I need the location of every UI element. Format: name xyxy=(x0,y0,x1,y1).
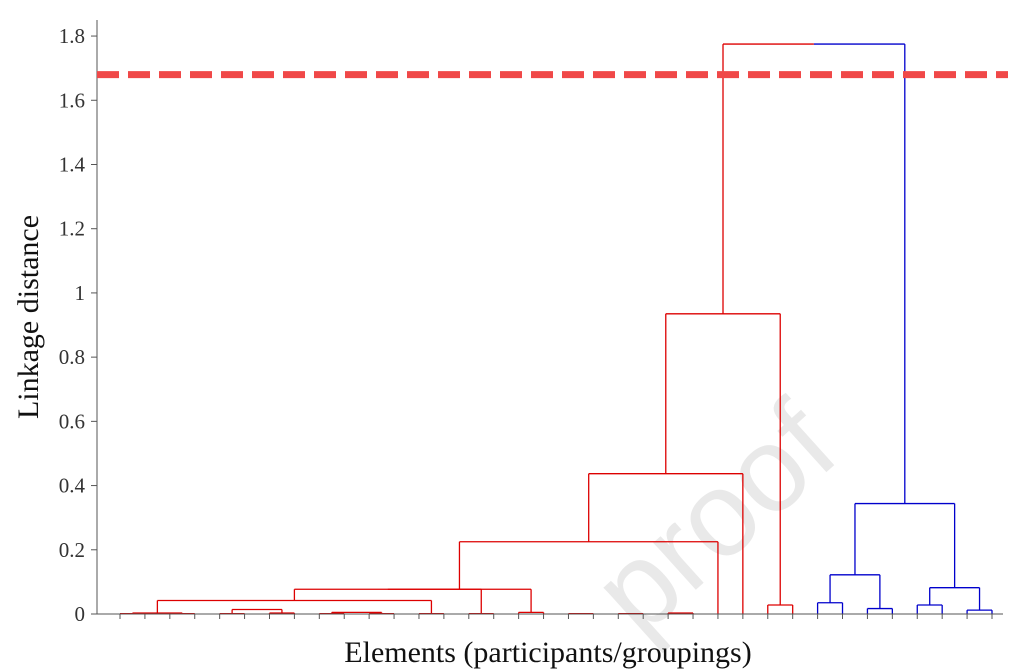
y-tick-label: 0 xyxy=(75,602,86,626)
dendrogram-link xyxy=(231,608,283,614)
y-tick-label: 1.4 xyxy=(59,152,86,176)
x-ticks xyxy=(119,614,993,619)
y-axis-title: Linkage distance xyxy=(12,215,45,419)
chart-links xyxy=(119,43,993,615)
dendrogram-link xyxy=(829,574,881,609)
dendrogram-link xyxy=(866,607,893,614)
dendrogram-link xyxy=(916,604,943,614)
y-tick-label: 0.8 xyxy=(59,345,85,369)
y-tick-label: 1.2 xyxy=(59,217,85,241)
dendrogram-link xyxy=(929,587,981,611)
dendrogram-link xyxy=(816,602,844,614)
y-tick-label: 0.6 xyxy=(59,409,85,433)
y-tick-label: 1.8 xyxy=(59,24,85,48)
dendrogram-link xyxy=(156,599,433,614)
x-axis-title: Elements (participants/groupings) xyxy=(344,636,751,669)
y-tick-label: 0.4 xyxy=(59,474,86,498)
dendrogram-link xyxy=(767,604,794,614)
y-tick-label: 0.2 xyxy=(59,538,85,562)
dendrogram-link xyxy=(331,611,383,614)
y-tick-label: 1.6 xyxy=(59,88,85,112)
dendrogram-link xyxy=(293,588,482,614)
y-ticks: 0 0.2 0.4 0.6 0.8 1 1.2 1.4 1.6 1.8 xyxy=(59,24,97,626)
y-tick-label: 1 xyxy=(75,281,86,305)
chart-axes xyxy=(96,20,1003,615)
dendrogram-link xyxy=(966,609,993,614)
dendrogram-link xyxy=(722,43,906,504)
